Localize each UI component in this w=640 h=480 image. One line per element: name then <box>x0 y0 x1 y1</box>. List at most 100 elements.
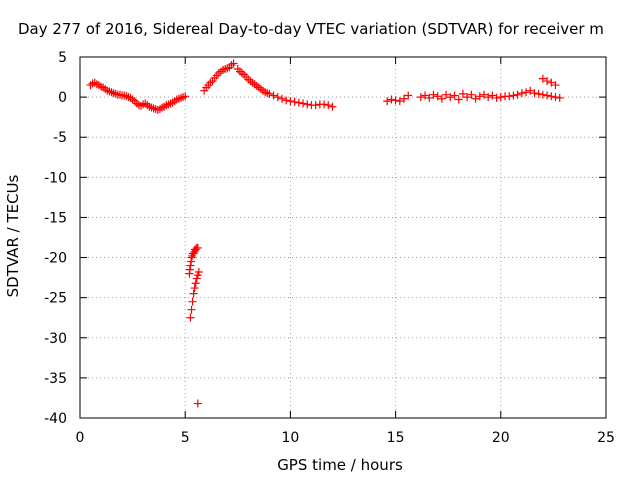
data-point <box>551 93 560 102</box>
x-tick-label: 20 <box>492 430 510 446</box>
data-point <box>290 97 299 106</box>
x-tick-label: 0 <box>76 430 85 446</box>
data-point <box>193 243 202 252</box>
y-tick-label: -30 <box>44 331 67 347</box>
data-point <box>454 95 463 104</box>
data-point <box>186 261 195 270</box>
data-point <box>400 94 409 103</box>
data-point <box>446 93 455 102</box>
data-point <box>530 89 539 98</box>
x-tick-label: 25 <box>597 430 615 446</box>
data-point <box>488 91 497 100</box>
chart-title: Day 277 of 2016, Sidereal Day-to-day VTE… <box>18 20 604 38</box>
data-point <box>189 249 198 258</box>
data-point <box>509 91 518 100</box>
data-point <box>526 86 535 95</box>
data-point <box>416 93 425 102</box>
x-axis-label: GPS time / hours <box>277 456 403 474</box>
data-point <box>88 79 97 88</box>
data-point <box>229 59 238 68</box>
data-point <box>273 93 282 102</box>
x-tick-label: 5 <box>181 430 190 446</box>
data-point <box>450 91 459 100</box>
data-point <box>547 78 556 87</box>
data-point <box>190 284 199 293</box>
data-point <box>383 97 392 106</box>
data-point <box>303 100 312 109</box>
data-point <box>458 89 467 98</box>
x-tick-label: 15 <box>387 430 405 446</box>
y-tick-label: -10 <box>44 170 67 186</box>
data-point <box>187 305 196 314</box>
data-point <box>194 267 203 276</box>
y-axis-label: SDTVAR / TECUs <box>4 174 22 297</box>
y-tick-label: -25 <box>44 291 67 307</box>
grid <box>80 57 606 418</box>
y-tick-label: -40 <box>44 411 67 427</box>
data-point <box>517 89 526 98</box>
data-point <box>286 97 295 106</box>
data-point <box>311 101 320 110</box>
data-point <box>299 99 308 108</box>
data-point <box>181 92 190 101</box>
data-point <box>421 91 430 100</box>
plot-frame <box>79 56 607 419</box>
data-point <box>442 90 451 99</box>
data-point <box>185 265 194 274</box>
data-point <box>324 101 333 110</box>
data-point <box>471 94 480 103</box>
data-point <box>320 100 329 109</box>
data-point <box>429 90 438 99</box>
data-point <box>538 74 547 83</box>
data-point <box>186 313 195 322</box>
data-point <box>543 91 552 100</box>
data-point <box>433 92 442 101</box>
data-point <box>496 93 505 102</box>
data-point <box>404 91 413 100</box>
data-point <box>193 399 202 408</box>
data-point <box>437 94 446 103</box>
data-point <box>265 89 274 98</box>
data-point <box>555 93 564 102</box>
y-tick-label: 5 <box>58 50 67 66</box>
data-point <box>467 90 476 99</box>
data-point <box>492 93 501 102</box>
data-point <box>479 90 488 99</box>
data-point <box>534 89 543 98</box>
data-point <box>328 102 337 111</box>
data-point <box>189 289 198 298</box>
data-point <box>395 97 404 106</box>
data-point <box>522 88 531 97</box>
data-point <box>188 297 197 306</box>
data-point <box>391 96 400 105</box>
data-point <box>543 77 552 86</box>
data-point <box>387 95 396 104</box>
y-tick-label: -15 <box>44 210 67 226</box>
data-point <box>115 90 124 99</box>
y-tick-label: -20 <box>44 251 67 267</box>
data-point <box>134 101 143 110</box>
data-point <box>282 96 291 105</box>
y-tick-label: -5 <box>53 130 67 146</box>
data-point <box>463 93 472 102</box>
y-tick-label: -35 <box>44 371 67 387</box>
data-point <box>238 69 247 78</box>
x-tick-label: 10 <box>281 430 299 446</box>
data-point <box>547 92 556 101</box>
data-point <box>425 93 434 102</box>
axis-ticks: 0 5 10 15 20 25 5 0 -5 -10 -15 -20 -25 -30 -35 -40 <box>44 50 615 446</box>
data-marks <box>86 59 564 408</box>
y-tick-label: 0 <box>58 90 67 106</box>
data-point <box>484 93 493 102</box>
data-point <box>277 94 286 103</box>
data-point <box>505 92 514 101</box>
data-point <box>551 81 560 90</box>
data-point <box>187 253 196 262</box>
data-point <box>191 279 200 288</box>
data-point <box>538 90 547 99</box>
data-point <box>294 98 303 107</box>
data-point <box>513 90 522 99</box>
data-point <box>475 92 484 101</box>
data-point <box>269 91 278 100</box>
